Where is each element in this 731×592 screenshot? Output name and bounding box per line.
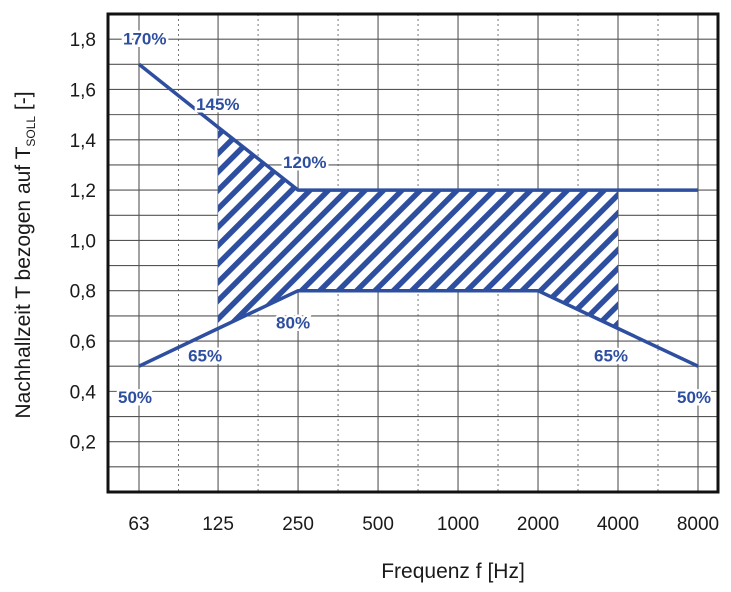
- series-line-upper-limit: [137, 62, 698, 192]
- y-tick-label: 1,2: [70, 181, 96, 202]
- x-tick-label: 1000: [437, 514, 479, 535]
- percent-label-halo: 50%: [677, 388, 711, 407]
- percent-labels: 170%170%145%145%120%120%80%80%65%65% 65%6…: [116, 27, 714, 410]
- grid-lines: [108, 14, 718, 492]
- y-axis-title-main: Nachhallzeit T bezogen auf T: [12, 146, 35, 418]
- percent-label-halo: 120%: [283, 153, 326, 172]
- y-axis-title-subscript: SOLL: [24, 116, 38, 147]
- percent-label: 145%: [196, 95, 239, 114]
- plot-frame: [106, 12, 720, 494]
- y-tick-labels: 0,2 0,4 0,6 0,8 1,0 1,2 1,4 1,6 1,8: [70, 30, 97, 454]
- percent-label: 120%: [283, 153, 326, 172]
- x-tick-label: 250: [282, 514, 314, 535]
- percent-label: 65%: [188, 346, 222, 365]
- x-tick-label: 63: [128, 514, 149, 535]
- percent-label-halo: 65%: [594, 346, 628, 365]
- series-line-lower-limit: [138, 288, 699, 368]
- x-tick-label: 4000: [597, 514, 639, 535]
- y-axis-title: Nachhallzeit T bezogen auf TSOLL [-]: [12, 91, 38, 418]
- percent-label-halo: 170%: [123, 29, 166, 48]
- x-axis-title: Frequenz f [Hz]: [381, 560, 525, 583]
- y-tick-label: 1,8: [70, 30, 96, 51]
- x-tick-label: 125: [202, 514, 234, 535]
- x-tick-label: 2000: [517, 514, 559, 535]
- percent-label-halo: 65%: [188, 346, 222, 365]
- percent-label: 65%: [594, 346, 628, 365]
- percent-label-halo: 145%: [196, 95, 239, 114]
- y-tick-label: 0,4: [70, 382, 97, 403]
- y-tick-label: 1,6: [70, 80, 96, 101]
- percent-label: 80%: [276, 314, 310, 333]
- x-tick-labels: 63 125 250 500 1000 2000 4000 8000: [128, 514, 719, 535]
- tolerance-hatched-area: [218, 127, 618, 329]
- y-tick-label: 1,4: [70, 131, 97, 152]
- x-tick-label: 500: [362, 514, 394, 535]
- percent-label-halo: 80%: [276, 314, 310, 333]
- y-tick-label: 1,0: [70, 231, 96, 252]
- percent-label: 50%: [677, 388, 711, 407]
- percent-label-halo: 50%: [118, 388, 152, 407]
- y-tick-label: 0,2: [70, 433, 96, 454]
- y-tick-label: 0,8: [70, 282, 96, 303]
- limit-lines: [137, 62, 699, 368]
- percent-label: 170%: [123, 29, 166, 48]
- y-tick-label: 0,6: [70, 332, 96, 353]
- percent-label: 50%: [118, 388, 152, 407]
- x-tick-label: 8000: [677, 514, 719, 535]
- y-axis-title-unit: [-]: [12, 91, 35, 116]
